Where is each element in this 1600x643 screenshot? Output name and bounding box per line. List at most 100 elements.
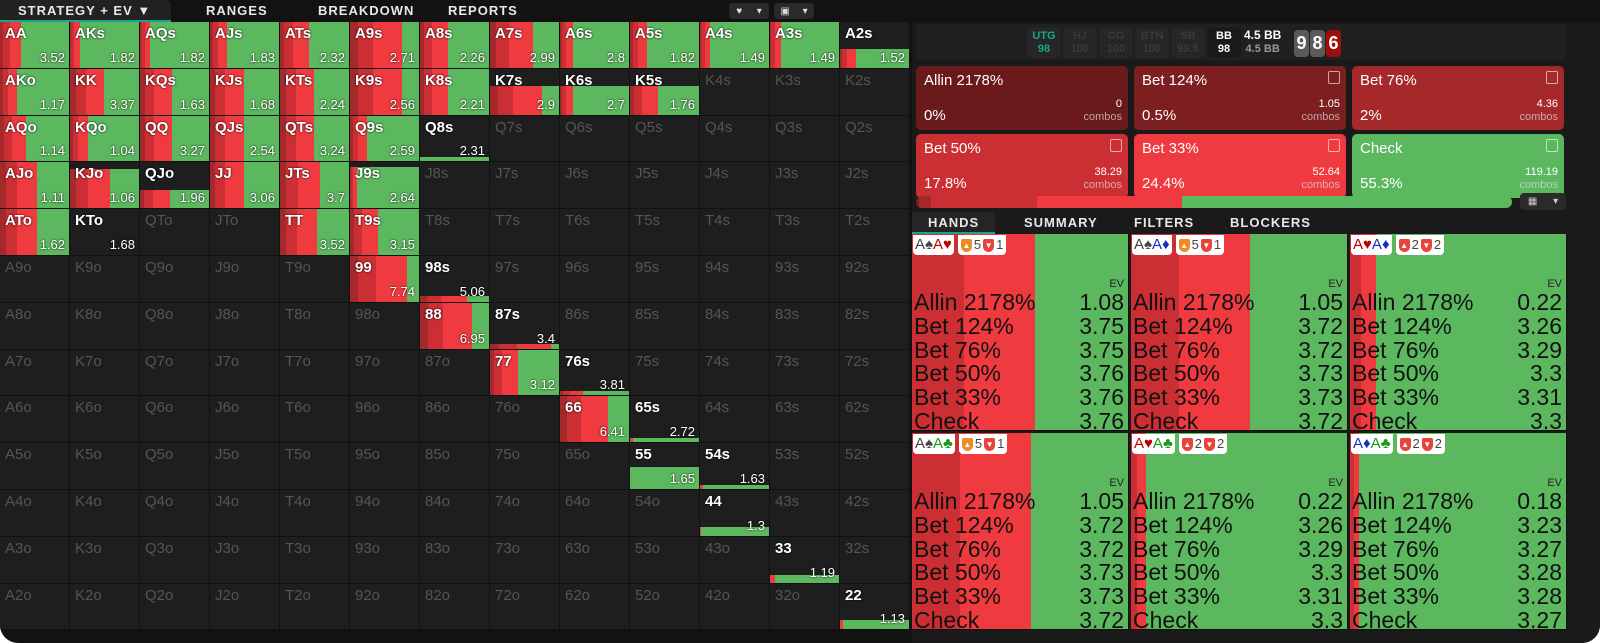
hand-cell[interactable]: Q4s [700, 115, 770, 163]
action-card[interactable]: Bet 124% 0.5% 1.05 combos [1134, 66, 1346, 130]
hand-combo-card[interactable]: A♠A♦ ▲ 5 ▼ 1 EV Allin 2178% 1.05 Bet 124% 3.72 Bet… [1131, 234, 1348, 431]
position-bb[interactable]: BB 98 [1207, 28, 1241, 58]
hand-cell[interactable]: J3o [210, 536, 280, 584]
hand-cell[interactable]: 85o [420, 443, 490, 490]
hand-cell[interactable]: 1.82 AKs [70, 22, 140, 69]
hand-cell[interactable]: 96s [560, 256, 630, 303]
action-card[interactable]: Bet 76% 2% 4.36 combos [1352, 66, 1564, 130]
hand-combo-card[interactable]: A♥A♣ ▲ 2 ▼ 2 EV Allin 2178% 0.22 Bet 124% 3.26 Bet… [1131, 433, 1348, 630]
hand-cell[interactable]: T9o [280, 256, 350, 303]
hand-cell[interactable]: 3.81 76s [560, 349, 630, 397]
hand-cell[interactable]: 84s [700, 302, 770, 350]
tab-reports[interactable]: REPORTS [448, 3, 518, 18]
hand-cell[interactable]: 1.49 A3s [770, 22, 840, 69]
hand-cell[interactable]: T2o [280, 583, 350, 631]
hand-cell[interactable]: T8s [420, 209, 490, 256]
hand-cell[interactable]: A7o [0, 349, 70, 397]
details-icon[interactable] [1546, 139, 1558, 152]
hand-cell[interactable]: Q2s [840, 115, 910, 163]
hand-cell[interactable]: Q2o [140, 583, 210, 631]
hand-cell[interactable]: A8o [0, 302, 70, 350]
hand-cell[interactable]: T3o [280, 536, 350, 584]
hand-cell[interactable]: 62s [840, 396, 910, 444]
hand-cell[interactable]: Q6o [140, 396, 210, 444]
hand-cell[interactable]: Q4o [140, 490, 210, 537]
hand-cell[interactable]: A5o [0, 443, 70, 490]
hand-cell[interactable]: 42o [700, 583, 770, 631]
hand-cell[interactable]: J7o [210, 349, 280, 397]
hand-cell[interactable]: A3o [0, 536, 70, 584]
details-icon[interactable] [1546, 71, 1558, 84]
hand-cell[interactable]: 3.52 AA [0, 22, 70, 69]
hand-cell[interactable]: 6.41 66 [560, 396, 630, 444]
hand-cell[interactable]: 93s [770, 256, 840, 303]
hand-cell[interactable]: J4o [210, 490, 280, 537]
hand-cell[interactable]: 43s [770, 490, 840, 537]
tab-hands[interactable]: HANDS [912, 212, 996, 234]
hand-cell[interactable]: K9o [70, 256, 140, 303]
hand-cell[interactable]: 1.13 22 [840, 583, 910, 631]
hand-cell[interactable]: 3.7 JTs [280, 162, 350, 210]
position-hj[interactable]: HJ 100 [1063, 28, 1097, 58]
hand-cell[interactable]: K3s [770, 68, 840, 116]
hand-cell[interactable]: 2.21 K8s [420, 68, 490, 116]
hand-cell[interactable]: K2s [840, 68, 910, 116]
hand-cell[interactable]: T7s [490, 209, 560, 256]
hand-cell[interactable]: Q5s [630, 115, 700, 163]
hand-cell[interactable]: Q6s [560, 115, 630, 163]
hand-cell[interactable]: J8s [420, 162, 490, 210]
hand-cell[interactable]: 53o [630, 536, 700, 584]
hand-cell[interactable]: 42s [840, 490, 910, 537]
tab-breakdown[interactable]: BREAKDOWN [318, 3, 415, 18]
tab-summary[interactable]: SUMMARY [1024, 215, 1098, 230]
hand-cell[interactable]: J5s [630, 162, 700, 210]
hand-cell[interactable]: Q3s [770, 115, 840, 163]
hand-cell[interactable]: T2s [840, 209, 910, 256]
hand-cell[interactable]: 32s [840, 536, 910, 584]
hand-cell[interactable]: 2.9 K7s [490, 68, 560, 116]
hand-cell[interactable]: J9o [210, 256, 280, 303]
hand-cell[interactable]: 83s [770, 302, 840, 350]
hand-cell[interactable]: 3.12 77 [490, 349, 560, 397]
hand-cell[interactable]: 95o [350, 443, 420, 490]
hand-cell[interactable]: 1.06 KJo [70, 162, 140, 210]
tab-ranges[interactable]: RANGES [206, 3, 268, 18]
hand-cell[interactable]: K2o [70, 583, 140, 631]
hand-cell[interactable]: J2o [210, 583, 280, 631]
hand-cell[interactable]: Q9o [140, 256, 210, 303]
hand-cell[interactable]: 98o [350, 302, 420, 350]
hand-combo-card[interactable]: A♥A♦ ▲ 2 ▼ 2 EV Allin 2178% 0.22 Bet 124% 3.26 Bet… [1350, 234, 1567, 431]
hand-cell[interactable]: 1.65 55 [630, 443, 700, 490]
hand-cell[interactable]: T4o [280, 490, 350, 537]
hand-cell[interactable]: J2s [840, 162, 910, 210]
hand-cell[interactable]: 1.17 AKo [0, 68, 70, 116]
details-icon[interactable] [1110, 139, 1122, 152]
hand-cell[interactable]: 86o [420, 396, 490, 444]
view-mode-dropdown[interactable]: ▦ ▾ [1520, 193, 1566, 210]
hand-cell[interactable]: 72s [840, 349, 910, 397]
hand-cell[interactable]: 64o [560, 490, 630, 537]
hand-cell[interactable]: 62o [560, 583, 630, 631]
hand-cell[interactable]: K3o [70, 536, 140, 584]
hand-combo-card[interactable]: A♠A♣ ▲ 5 ▼ 1 EV Allin 2178% 1.05 Bet 124% 3.72 Bet… [912, 433, 1129, 630]
tab-blockers[interactable]: BLOCKERS [1230, 215, 1311, 230]
hand-cell[interactable]: Q7s [490, 115, 560, 163]
hand-cell[interactable]: 43o [700, 536, 770, 584]
hand-combo-card[interactable]: A♠A♥ ▲ 5 ▼ 1 EV Allin 2178% 1.08 Bet 124% 3.75 Bet… [912, 234, 1129, 431]
hand-cell[interactable]: A4o [0, 490, 70, 537]
hand-cell[interactable]: 94o [350, 490, 420, 537]
hand-cell[interactable]: 3.4 87s [490, 302, 560, 350]
hand-cell[interactable]: T4s [700, 209, 770, 256]
hand-combo-card[interactable]: A♦A♣ ▲ 2 ▼ 2 EV Allin 2178% 0.18 Bet 124% 3.23 Bet… [1350, 433, 1567, 630]
hand-cell[interactable]: 2.56 K9s [350, 68, 420, 116]
tab-strategy-ev[interactable]: STRATEGY + EV ▼ [0, 0, 171, 22]
hand-cell[interactable]: 1.49 A4s [700, 22, 770, 69]
hand-cell[interactable]: 97o [350, 349, 420, 397]
hand-cell[interactable]: 92o [350, 583, 420, 631]
hand-cell[interactable]: 97s [490, 256, 560, 303]
hand-cell[interactable]: 82s [840, 302, 910, 350]
hand-cell[interactable]: 73s [770, 349, 840, 397]
hand-cell[interactable]: J5o [210, 443, 280, 490]
hand-cell[interactable]: 7.74 99 [350, 256, 420, 303]
hand-cell[interactable]: 82o [420, 583, 490, 631]
